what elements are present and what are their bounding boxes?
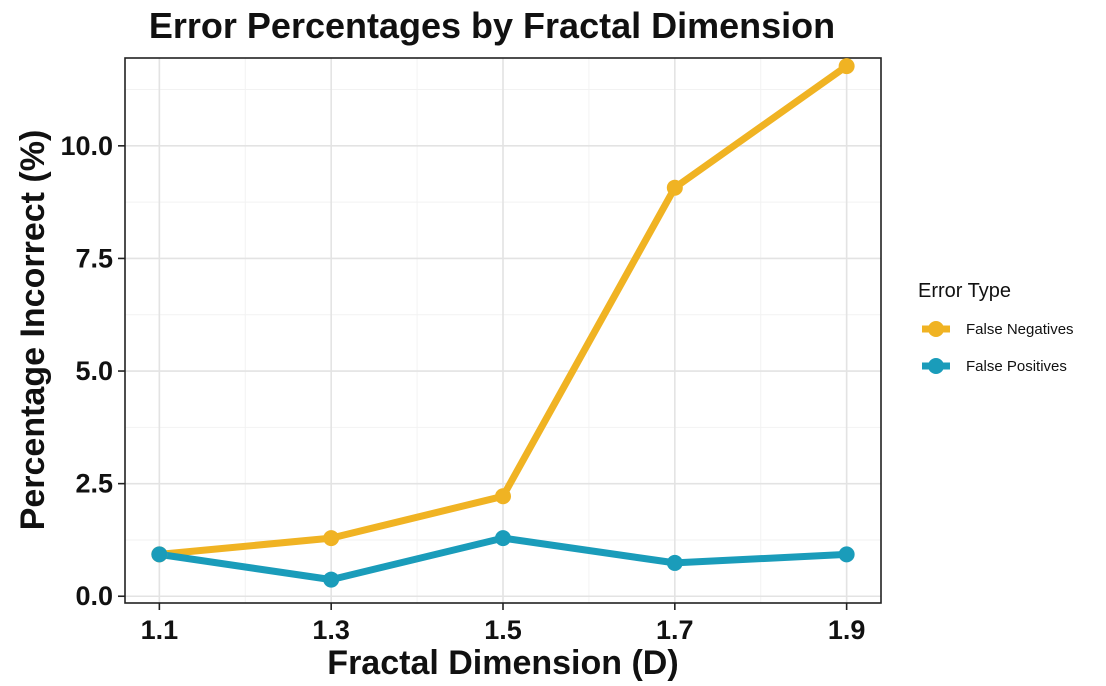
legend-title: Error Type <box>918 280 1011 302</box>
data-point-false-negatives <box>323 530 340 547</box>
data-point-false-positives <box>151 546 168 563</box>
data-point-false-positives <box>838 546 855 563</box>
x-axis-title: Fractal Dimension (D) <box>327 644 678 682</box>
y-tick-label: 5.0 <box>75 356 113 386</box>
grid <box>125 58 881 603</box>
tick-layer: 1.1 1.3 1.5 1.7 1.9 0.0 2.5 5.0 7.5 10.0 <box>60 131 865 645</box>
x-tick-label: 1.7 <box>656 615 694 645</box>
legend-key-point-false-positives <box>928 358 944 374</box>
x-tick-label: 1.9 <box>828 615 866 645</box>
y-tick-label: 0.0 <box>75 581 113 611</box>
y-tick-label: 2.5 <box>75 469 113 499</box>
data-point-false-positives <box>495 530 511 547</box>
y-axis-title: Percentage Incorrect (%) <box>14 130 52 531</box>
legend-label-false-negatives: False Negatives <box>966 321 1074 338</box>
chart-title: Error Percentages by Fractal Dimension <box>149 5 835 46</box>
y-tick-label: 7.5 <box>75 243 113 273</box>
legend-key-point-false-negatives <box>928 321 944 337</box>
legend: Error Type False Negatives False Positive… <box>918 280 1074 375</box>
legend-label-false-positives: False Positives <box>966 358 1067 375</box>
data-point-false-positives <box>323 571 340 588</box>
data-point-false-negatives <box>666 179 683 196</box>
y-tick-label: 10.0 <box>60 131 113 161</box>
x-tick-label: 1.5 <box>484 615 522 645</box>
data-point-false-positives <box>666 554 683 571</box>
series-layer <box>151 58 855 588</box>
data-point-false-negatives <box>838 58 855 75</box>
x-tick-label: 1.3 <box>312 615 350 645</box>
data-point-false-negatives <box>495 488 511 505</box>
x-tick-label: 1.1 <box>141 615 179 645</box>
